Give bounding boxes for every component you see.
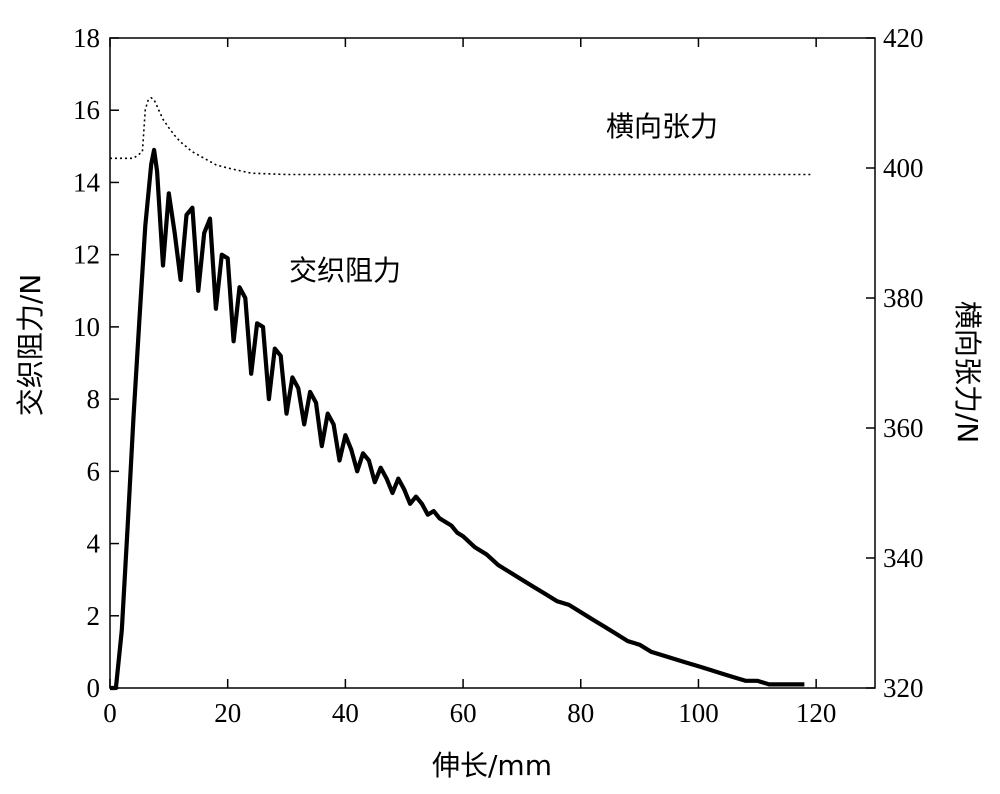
- y-left-tick-label: 6: [87, 456, 101, 486]
- x-axis-title: 伸长/mm: [432, 749, 552, 782]
- annotation-transverse-tension: 横向张力: [606, 110, 718, 143]
- x-tick-label: 80: [567, 698, 594, 728]
- series-line-transverse-tension: [110, 97, 811, 176]
- y-right-axis-title: 横向张力/N: [951, 301, 984, 443]
- x-tick-label: 100: [678, 698, 719, 728]
- y-right-tick-label: 360: [883, 413, 924, 443]
- y-left-tick-label: 4: [87, 529, 101, 559]
- plot-frame: [109, 37, 876, 689]
- y-right-tick-label: 380: [883, 283, 924, 313]
- y-right-tick-label: 320: [883, 673, 924, 703]
- y-left-tick-label: 12: [73, 240, 100, 270]
- x-tick-label: 120: [796, 698, 837, 728]
- y-left-tick-label: 8: [87, 384, 101, 414]
- series-line-interweaving-resistance: [110, 147, 805, 691]
- x-tick-label: 60: [450, 698, 477, 728]
- y-right-tick-label: 340: [883, 543, 924, 573]
- annotation-interweaving-resistance: 交织阻力: [289, 254, 401, 287]
- tick-labels: 0 20 40 60 80 100 120 0 2 4 6 8 10 12 14 16 18 320 340 360 3…: [73, 23, 924, 728]
- x-tick-label: 20: [214, 698, 241, 728]
- y-left-tick-label: 10: [73, 312, 100, 342]
- y-left-tick-label: 18: [73, 23, 100, 53]
- y-right-tick-label: 420: [883, 23, 924, 53]
- x-tick-label: 40: [332, 698, 359, 728]
- y-right-tick-label: 400: [883, 153, 924, 183]
- y-left-axis-title: 交织阻力/N: [14, 274, 47, 416]
- ticks: [109, 37, 875, 689]
- y-left-tick-label: 16: [73, 95, 100, 125]
- y-left-tick-label: 0: [87, 673, 101, 703]
- x-tick-label: 0: [103, 698, 117, 728]
- y-left-tick-label: 14: [73, 167, 101, 197]
- y-left-tick-label: 2: [87, 601, 101, 631]
- series-layer: [110, 97, 811, 691]
